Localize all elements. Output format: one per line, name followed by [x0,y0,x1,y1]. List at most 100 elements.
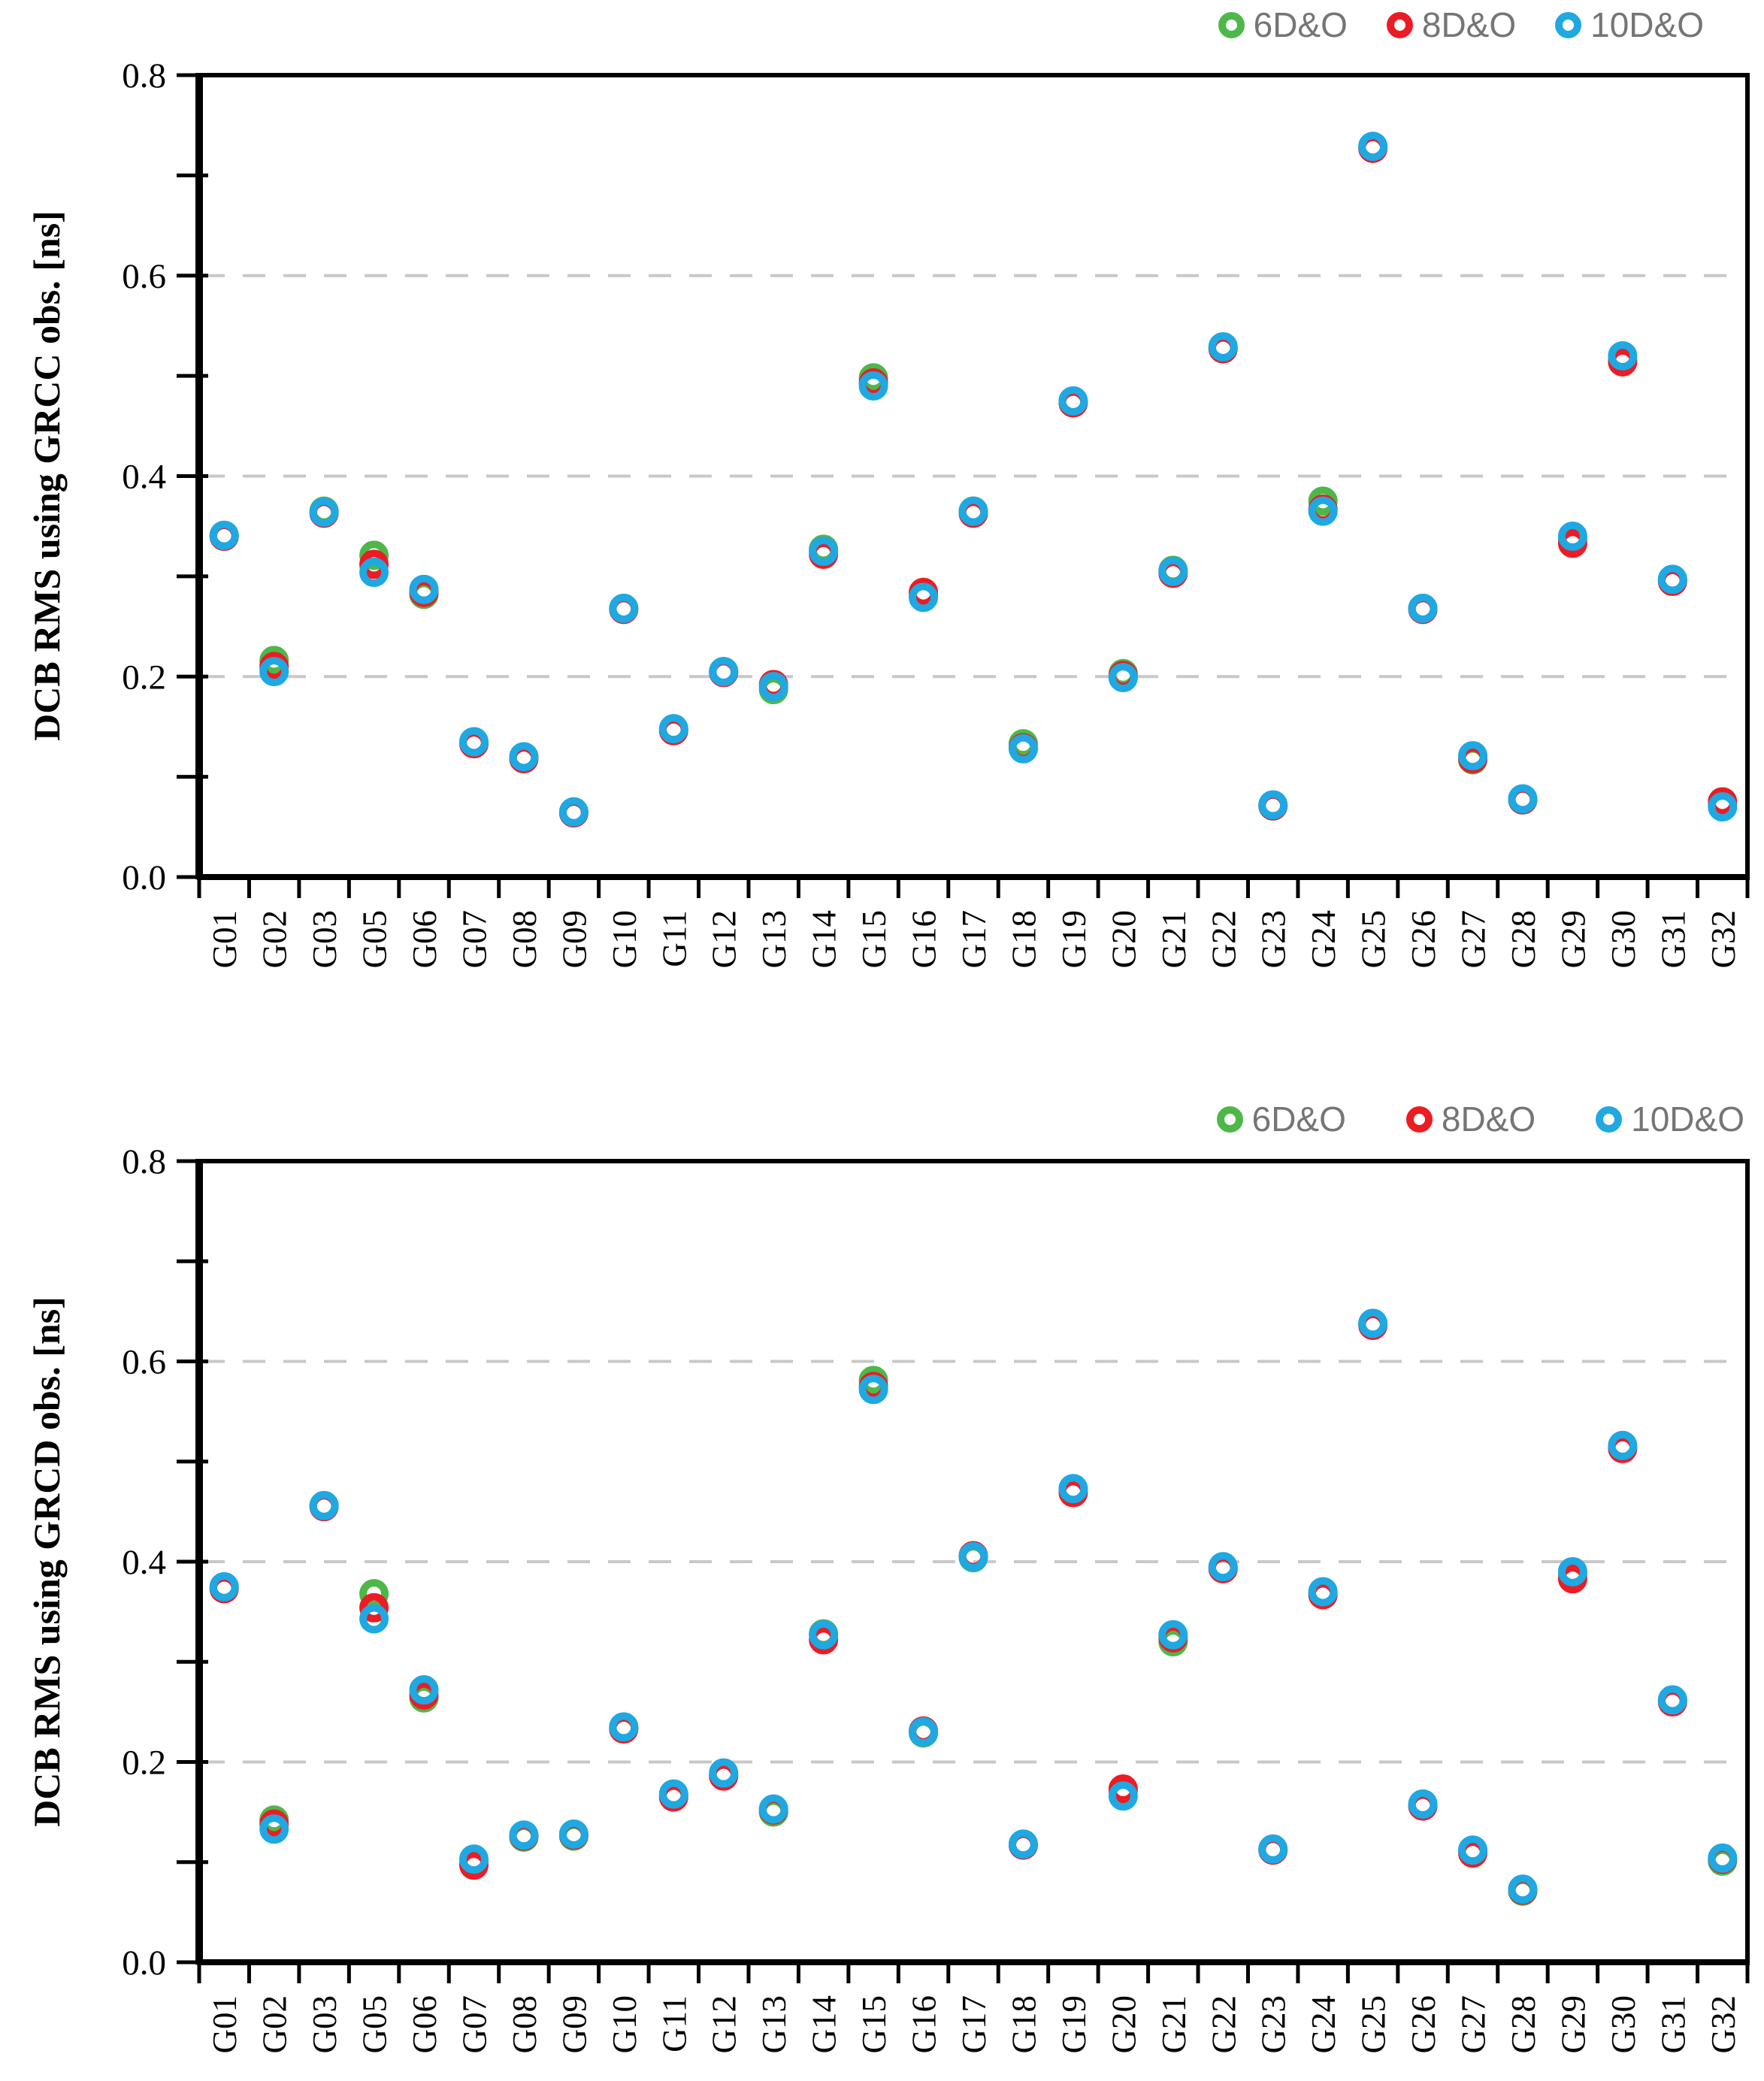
data-point-G24-10D&O [1308,496,1338,526]
data-point-G08-10D&O [509,1820,539,1850]
x-category-label: G19 [1055,910,1093,969]
x-category-label: G02 [256,910,294,969]
legend-item-10do: 10D&O [1555,5,1704,45]
data-point-G28-10D&O [1508,784,1538,814]
data-point-G29-10D&O [1557,1556,1587,1586]
data-point-G19-10D&O [1058,386,1088,416]
data-point-G07-10D&O [458,1844,489,1874]
data-point-G25-10D&O [1358,132,1388,162]
ring-marker-10do-icon [1555,11,1582,38]
legend-grcd: 6D&O 8D&O 10D&O [1216,1099,1744,1139]
data-point-G05-10D&O [359,1604,389,1634]
x-category-label: G01 [206,1995,244,2054]
ring-marker-6do-icon [1216,1106,1243,1133]
y-tick-label: 0.8 [122,56,166,95]
data-point-G31-10D&O [1657,1685,1687,1715]
x-category-label: G11 [655,910,693,967]
data-point-G06-10D&O [409,574,439,604]
data-point-G27-10D&O [1458,741,1488,771]
y-tick-label: 0.8 [122,1142,166,1181]
data-point-G11-10D&O [658,1779,688,1809]
x-category-label: G14 [806,1995,843,2054]
data-point-G32-10D&O [1708,792,1738,822]
x-category-label: G27 [1455,1995,1493,2054]
data-point-G16-10D&O [909,582,939,613]
x-category-label: G05 [356,1995,394,2054]
x-category-label: G14 [806,910,843,969]
x-category-label: G19 [1055,1995,1093,2054]
data-point-G27-10D&O [1458,1835,1488,1865]
data-point-G22-10D&O [1208,1552,1238,1582]
data-point-G12-10D&O [709,657,739,687]
x-category-label: G10 [606,1995,643,2054]
x-category-label: G22 [1205,910,1242,969]
data-point-G10-10D&O [609,594,639,624]
data-point-G18-10D&O [1008,1829,1038,1859]
x-category-label: G31 [1654,1995,1692,2054]
x-category-label: G25 [1355,910,1393,969]
x-category-label: G30 [1605,1995,1642,2054]
data-point-G19-10D&O [1058,1474,1088,1504]
legend-label-6do: 6D&O [1253,5,1348,44]
x-category-label: G32 [1705,1995,1742,2054]
x-category-label: G20 [1105,1995,1142,2054]
legend-item-8do: 8D&O [1386,5,1517,45]
x-category-label: G01 [206,910,244,969]
x-category-label: G02 [256,1995,294,2054]
data-point-G10-10D&O [609,1712,639,1742]
data-point-G32-10D&O [1708,1843,1738,1873]
x-category-label: G26 [1405,1995,1442,2054]
x-category-label: G27 [1455,910,1493,969]
y-axis-title-grcc: DCB RMS using GRCC obs. [ns] [26,210,68,741]
x-category-label: G03 [306,1995,343,2054]
data-point-G21-10D&O [1158,556,1188,586]
data-point-G03-10D&O [309,498,339,528]
x-category-label: G03 [306,910,343,969]
data-point-G30-10D&O [1608,340,1638,371]
data-point-G28-10D&O [1508,1874,1538,1904]
x-category-label: G09 [555,910,593,969]
data-point-G22-10D&O [1208,331,1238,361]
data-point-G15-10D&O [858,371,888,401]
y-axis-title-grcd: DCB RMS using GRCD obs. [ns] [26,1296,68,1827]
y-tick-label: 0.2 [122,658,166,697]
legend-label-8do: 8D&O [1421,5,1517,44]
x-category-label: G24 [1305,910,1342,969]
x-category-label: G08 [506,1995,543,2054]
x-category-label: G05 [356,910,394,969]
data-point-G13-10D&O [758,1794,788,1824]
data-point-G01-10D&O [209,1571,239,1602]
x-category-label: G20 [1105,910,1142,969]
x-category-label: G23 [1255,1995,1293,2054]
data-point-G30-10D&O [1608,1430,1638,1460]
x-category-label: G28 [1505,910,1542,969]
x-category-label: G12 [706,910,743,969]
x-category-label: G21 [1155,1995,1193,2054]
data-point-G08-10D&O [509,742,539,772]
y-tick-label: 0.6 [122,1343,166,1382]
data-point-G20-10D&O [1108,663,1138,693]
data-point-G29-10D&O [1557,522,1587,552]
data-point-G01-10D&O [209,520,239,550]
ring-marker-10do-icon [1596,1106,1623,1133]
x-category-label: G32 [1705,910,1742,969]
x-category-label: G11 [655,1995,693,2052]
data-point-G21-10D&O [1158,1620,1188,1650]
y-tick-label: 0.2 [122,1744,166,1783]
x-category-label: G15 [855,910,893,969]
data-point-G17-10D&O [958,1541,988,1571]
x-category-label: G13 [755,1995,793,2054]
x-category-label: G06 [406,1995,443,2054]
x-category-label: G24 [1305,1995,1342,2054]
x-category-label: G10 [606,910,643,969]
legend-label-10do: 10D&O [1631,1099,1744,1139]
data-point-G12-10D&O [709,1758,739,1788]
legend-label-10do: 10D&O [1590,5,1704,44]
x-category-label: G17 [955,1995,993,2054]
x-category-label: G22 [1205,1995,1242,2054]
data-point-G24-10D&O [1308,1577,1338,1607]
x-category-label: G29 [1554,1995,1592,2054]
x-category-label: G30 [1605,910,1642,969]
data-point-G13-10D&O [758,672,788,702]
